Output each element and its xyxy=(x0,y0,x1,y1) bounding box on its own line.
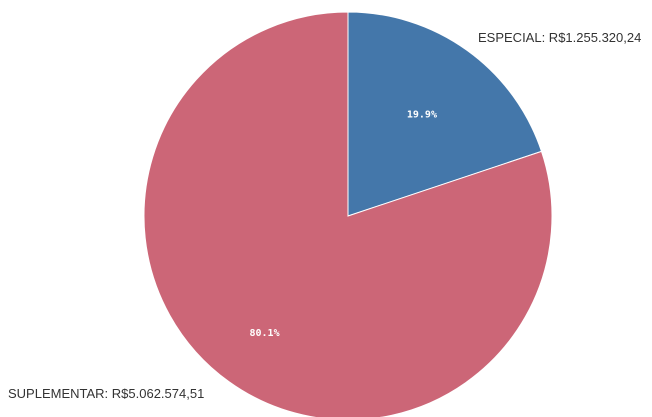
pie-value-label-suplementar: SUPLEMENTAR: R$5.062.574,51 xyxy=(8,386,204,401)
pie-percent-label-especial: 19.9% xyxy=(407,109,437,120)
pie-value-label-especial: ESPECIAL: R$1.255.320,24 xyxy=(478,30,641,45)
pie-slice-especial[interactable] xyxy=(347,11,543,217)
pie-slice-suplementar[interactable] xyxy=(143,11,553,417)
pie-percent-label-suplementar: 80.1% xyxy=(249,328,279,339)
